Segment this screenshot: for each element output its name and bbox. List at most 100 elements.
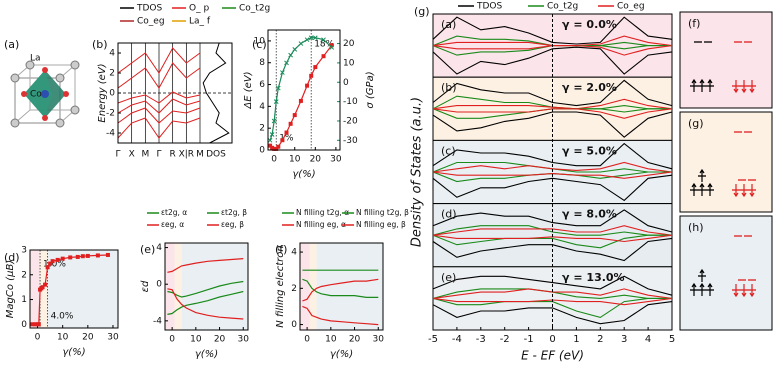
series-line — [167, 258, 244, 273]
crystal-structure: (a) La Co — [4, 38, 80, 128]
shading — [174, 243, 182, 330]
point — [284, 130, 289, 135]
spin-arrow — [741, 184, 747, 198]
shading — [300, 243, 310, 330]
gamma-label: γ = 13.0% — [562, 271, 625, 284]
point — [40, 285, 45, 290]
annotation: 18% — [314, 40, 334, 50]
x-tick-label: 20 — [310, 155, 322, 165]
annotation: 1.0% — [43, 260, 66, 270]
dos-curve — [432, 142, 673, 170]
point — [309, 73, 314, 78]
dos-label: DOS — [206, 150, 226, 160]
legend-label: O_ p — [189, 4, 209, 14]
x-tick-label: 0 — [35, 333, 41, 343]
x-tick-label: 0 — [549, 334, 555, 345]
legend-label: Co_t2g — [547, 2, 578, 12]
dos-curve — [432, 209, 673, 233]
x-tick-label: 2 — [597, 334, 603, 345]
point — [305, 83, 310, 88]
y-tick-label: 2 — [259, 124, 265, 134]
y-tick-label: 3 — [21, 246, 27, 256]
point — [308, 35, 314, 41]
point — [105, 252, 110, 257]
shading — [309, 243, 317, 330]
shading — [165, 243, 175, 330]
point — [280, 138, 285, 143]
legend-label: εt2g, α — [161, 208, 187, 217]
la-atom — [55, 73, 65, 83]
point — [33, 322, 38, 327]
la-atom — [70, 105, 80, 115]
y-axis-label: N filling electron — [275, 245, 286, 327]
o-atom — [42, 115, 48, 121]
x-tick-label: Γ — [115, 150, 120, 160]
spin-arrow — [699, 78, 705, 92]
panel-label: (g) — [414, 5, 430, 18]
point — [321, 54, 326, 59]
x-tick-label: M — [141, 150, 149, 160]
y-tick-label: -2 — [106, 109, 115, 119]
y-tick-label: 4 — [109, 49, 115, 59]
legend-label: TDOS — [136, 4, 163, 14]
y2-tick-label: -10 — [343, 97, 358, 107]
series-line — [302, 305, 379, 326]
y-tick-label: 2 — [21, 270, 27, 280]
x-axis-label: γ(%) — [292, 169, 315, 180]
point — [60, 256, 65, 261]
subpanel-label: (a) — [441, 18, 456, 31]
subpanel-label: (b) — [441, 81, 457, 94]
spin-arrow — [691, 78, 697, 92]
band-line — [117, 91, 201, 104]
y-tick-label: 6 — [259, 80, 265, 90]
diagram-label: (f) — [688, 17, 700, 30]
legend-label: La_ f — [189, 17, 211, 27]
diagram-box — [679, 215, 773, 331]
y-tick-label: 4 — [259, 102, 265, 112]
x-tick-label: 10 — [289, 155, 301, 165]
legend-label: εeg, α — [161, 220, 184, 229]
y2-tick-label: 0 — [343, 78, 349, 88]
spin-arrow — [749, 80, 755, 94]
subpanel-label: (d) — [441, 208, 457, 221]
dos-curve — [432, 79, 673, 107]
dos-curve — [432, 275, 673, 296]
y-axis-label: Density of States (a.u.) — [410, 97, 425, 247]
point — [68, 255, 73, 260]
point — [298, 41, 304, 46]
dos-curve — [432, 98, 673, 110]
point — [267, 137, 273, 143]
dos-curve — [432, 301, 673, 325]
frame — [299, 242, 384, 331]
frame — [117, 42, 233, 144]
spin-arrow — [733, 184, 739, 198]
y-tick-label: 0 — [291, 320, 297, 330]
la-atom — [55, 118, 65, 128]
y-tick-label: 4 — [291, 248, 297, 258]
point — [45, 265, 50, 270]
x-tick-label: 0 — [169, 335, 175, 345]
spin-arrow — [699, 168, 705, 182]
frame — [164, 242, 249, 331]
spin-arrow — [733, 284, 739, 298]
y-axis-label: εd — [140, 280, 151, 292]
point — [270, 145, 275, 150]
panel-label: (c) — [252, 38, 267, 51]
atom-label: La — [30, 54, 41, 64]
point — [288, 121, 293, 126]
x-tick-label: X|R — [179, 150, 194, 160]
x-axis-label: E - EF (eV) — [521, 349, 584, 363]
band-line — [117, 117, 201, 139]
y-tick-label: 0 — [259, 146, 265, 156]
point — [55, 257, 60, 262]
x-tick-label: 20 — [82, 333, 94, 343]
x-tick-label: 30 — [107, 333, 119, 343]
x-tick-label: -5 — [428, 334, 438, 345]
legend-label: TDOS — [476, 2, 503, 12]
point — [304, 37, 310, 43]
dos-curve — [432, 161, 673, 173]
frame — [267, 29, 341, 151]
series-line — [302, 278, 379, 298]
diagram-box — [679, 11, 773, 109]
panel-label: (f) — [275, 243, 287, 256]
